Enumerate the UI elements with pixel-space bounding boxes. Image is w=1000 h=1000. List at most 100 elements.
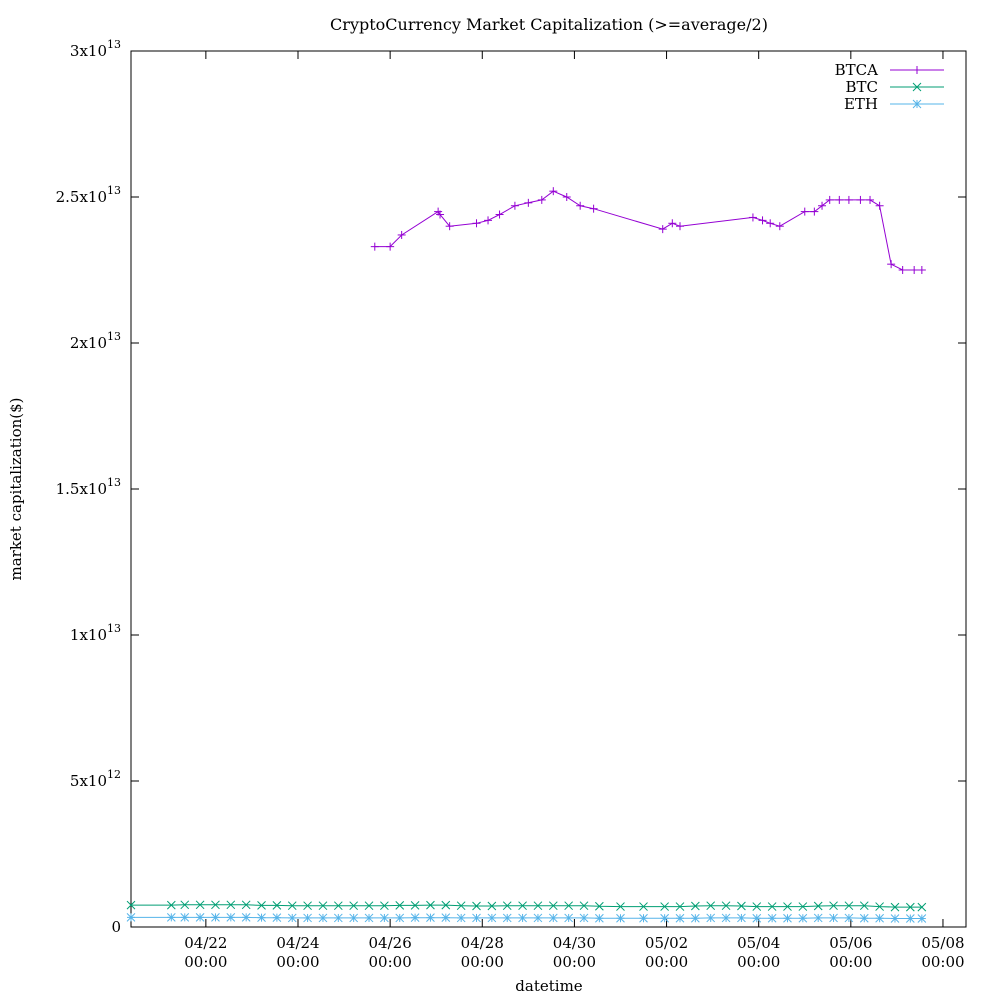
series-eth-point: [395, 913, 405, 923]
y-tick-label: 3x1013: [70, 38, 121, 60]
series-eth-point: [798, 913, 808, 923]
series-btc-line: [131, 904, 922, 908]
x-tick-label-date: 04/28: [461, 934, 504, 952]
series-eth-point: [783, 913, 792, 923]
series-eth-point: [721, 913, 731, 923]
series-btc-point: [595, 901, 604, 911]
series-eth-point: [472, 913, 481, 923]
series-eth-point: [166, 913, 176, 922]
series-btc-point: [767, 902, 777, 911]
series-btca-point: [576, 201, 585, 210]
series-btc-point: [518, 901, 527, 911]
y-tick-label: 1.5x1013: [56, 476, 121, 498]
y-tick-label: 2x1013: [70, 330, 121, 352]
y-axis-label: market capitalization($): [7, 397, 25, 580]
series-eth-point: [502, 913, 512, 923]
series-btc-point: [426, 900, 435, 910]
series-eth-point: [690, 913, 700, 923]
series-eth-point: [616, 913, 625, 923]
series-eth-point: [905, 914, 915, 923]
series-eth-point: [706, 913, 716, 923]
series-btc-point: [721, 901, 731, 911]
series-btca-point: [800, 207, 809, 216]
series-btc-point: [226, 900, 236, 910]
series-btca-point: [844, 195, 853, 204]
y-tick-label: 5x1012: [70, 768, 121, 790]
series-btc-point: [303, 901, 312, 911]
y-tick-mantissa: 0: [111, 918, 121, 936]
series-eth-point: [844, 913, 854, 923]
series-btc-point: [472, 901, 481, 911]
series-btc-point: [380, 901, 389, 911]
y-tick-mantissa: 2x10: [70, 334, 107, 352]
series-btc-point: [905, 902, 915, 912]
series-btca-point: [589, 204, 598, 213]
series-eth-point: [410, 913, 420, 923]
series-btc-point: [441, 900, 451, 910]
x-tick-label-time: 00:00: [737, 953, 780, 971]
series-btca-point: [810, 207, 819, 216]
y-tick-mantissa: 3x10: [70, 42, 107, 60]
series-btc-point: [502, 901, 512, 911]
series-eth-point: [564, 913, 574, 923]
legend-label-btca: BTCA: [835, 61, 879, 79]
series-eth-point: [917, 914, 927, 923]
series-eth-point: [675, 913, 685, 923]
series-eth-point: [813, 913, 823, 923]
series-eth-point: [287, 913, 297, 923]
series-eth-point: [349, 913, 359, 923]
series-eth-point: [487, 913, 497, 923]
series-btc-point: [364, 901, 374, 911]
series-eth-point: [533, 913, 543, 923]
series-eth: [126, 913, 927, 923]
series-btc-point: [690, 901, 700, 911]
series-eth-point: [333, 913, 343, 923]
series-eth-point: [456, 913, 466, 923]
y-tick-exponent: 13: [107, 38, 121, 51]
series-eth-point: [180, 913, 190, 922]
series-btca-point: [758, 216, 767, 225]
series-eth-point: [890, 914, 900, 923]
y-axis-ticks: 05x10121x10131.5x10132x10132.5x10133x101…: [56, 38, 966, 936]
series-eth-point: [318, 913, 328, 923]
series-btc-point: [241, 900, 251, 910]
x-axis-label: datetime: [515, 977, 582, 995]
series-btc-point: [890, 902, 900, 912]
series-btc-point: [737, 901, 746, 911]
series-eth-point: [518, 913, 527, 923]
series-btc-point: [456, 901, 466, 911]
series-btca-point: [549, 187, 558, 196]
series-btc-point: [660, 902, 669, 911]
series-eth-point: [257, 913, 266, 923]
series-eth-point: [241, 913, 251, 922]
series-btc-point: [180, 900, 190, 910]
series-btca-point: [887, 260, 896, 269]
series-btca-point: [898, 266, 907, 274]
series-btc-point: [917, 902, 927, 912]
x-tick-label-time: 00:00: [829, 953, 872, 971]
series-eth-point: [737, 913, 746, 923]
series-btc-point: [349, 901, 359, 911]
y-tick-exponent: 13: [107, 184, 121, 197]
x-tick-label-time: 00:00: [276, 953, 319, 971]
series-btc-point: [487, 901, 497, 911]
series-btc-point: [395, 901, 405, 910]
series-btca-point: [397, 230, 406, 239]
y-tick-mantissa: 1x10: [70, 626, 107, 644]
x-tick-label-date: 05/08: [921, 934, 964, 952]
series-btc-point: [783, 902, 792, 911]
series-btca-point: [856, 195, 865, 204]
series-btca-point: [818, 201, 827, 210]
series-eth-point: [380, 913, 389, 923]
series-eth-point: [639, 913, 648, 923]
x-tick-label-date: 05/04: [737, 934, 780, 952]
series-btca-point: [910, 266, 919, 274]
series-btc-point: [318, 901, 328, 911]
series-eth-point: [767, 913, 777, 923]
legend-marker-eth: [912, 99, 922, 109]
series-btca-point: [436, 210, 445, 219]
series-eth-point: [303, 913, 312, 923]
series-btc-point: [579, 901, 589, 911]
series-btca-point: [675, 222, 684, 231]
